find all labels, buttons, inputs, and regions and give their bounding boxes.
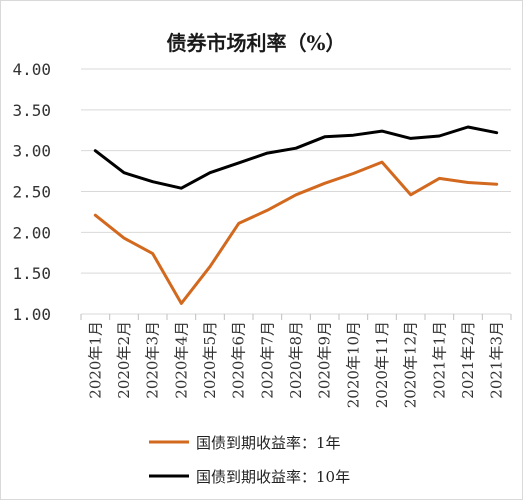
x-tick-label: 2020年12月 bbox=[402, 321, 420, 408]
x-tick-label: 2020年4月 bbox=[172, 321, 190, 399]
x-tick-label: 2020年2月 bbox=[115, 321, 133, 399]
y-tick-label: 4.00 bbox=[12, 60, 51, 79]
x-tick-label: 2020年10月 bbox=[344, 321, 362, 408]
x-tick-label: 2020年11月 bbox=[373, 321, 391, 408]
legend-label-2: 国债到期收益率：10年 bbox=[196, 468, 350, 486]
x-tick-label: 2020年7月 bbox=[258, 321, 276, 399]
chart-title: 债券市场利率（%） bbox=[166, 31, 345, 55]
grid-lines bbox=[81, 69, 511, 314]
y-tick-label: 2.00 bbox=[12, 223, 51, 242]
x-tick-label: 2020年3月 bbox=[144, 321, 162, 399]
x-tick-label: 2020年9月 bbox=[316, 321, 334, 399]
y-tick-label: 1.00 bbox=[12, 305, 51, 324]
x-tick-label: 2021年3月 bbox=[488, 321, 506, 399]
y-tick-label: 3.00 bbox=[12, 142, 51, 161]
y-tick-label: 2.50 bbox=[12, 183, 51, 202]
legend-label-1: 国债到期收益率：1年 bbox=[196, 434, 341, 452]
y-tick-label: 1.50 bbox=[12, 264, 51, 283]
x-tick-label: 2021年2月 bbox=[459, 321, 477, 399]
y-axis: 4.00 3.50 3.00 2.50 2.00 1.50 1.00 bbox=[12, 60, 51, 324]
series-lines bbox=[95, 127, 496, 303]
x-tick-label: 2021年1月 bbox=[430, 321, 448, 399]
x-tick-label: 2020年8月 bbox=[287, 321, 305, 399]
x-axis: 2020年1月 2020年2月 2020年3月 2020年4月 2020年5月 2020年… bbox=[81, 314, 511, 408]
x-tick-label: 2020年6月 bbox=[230, 321, 248, 399]
x-tick-label: 2020年5月 bbox=[201, 321, 219, 399]
x-tick-label: 2020年1月 bbox=[86, 321, 104, 399]
y-tick-label: 3.50 bbox=[12, 101, 51, 120]
